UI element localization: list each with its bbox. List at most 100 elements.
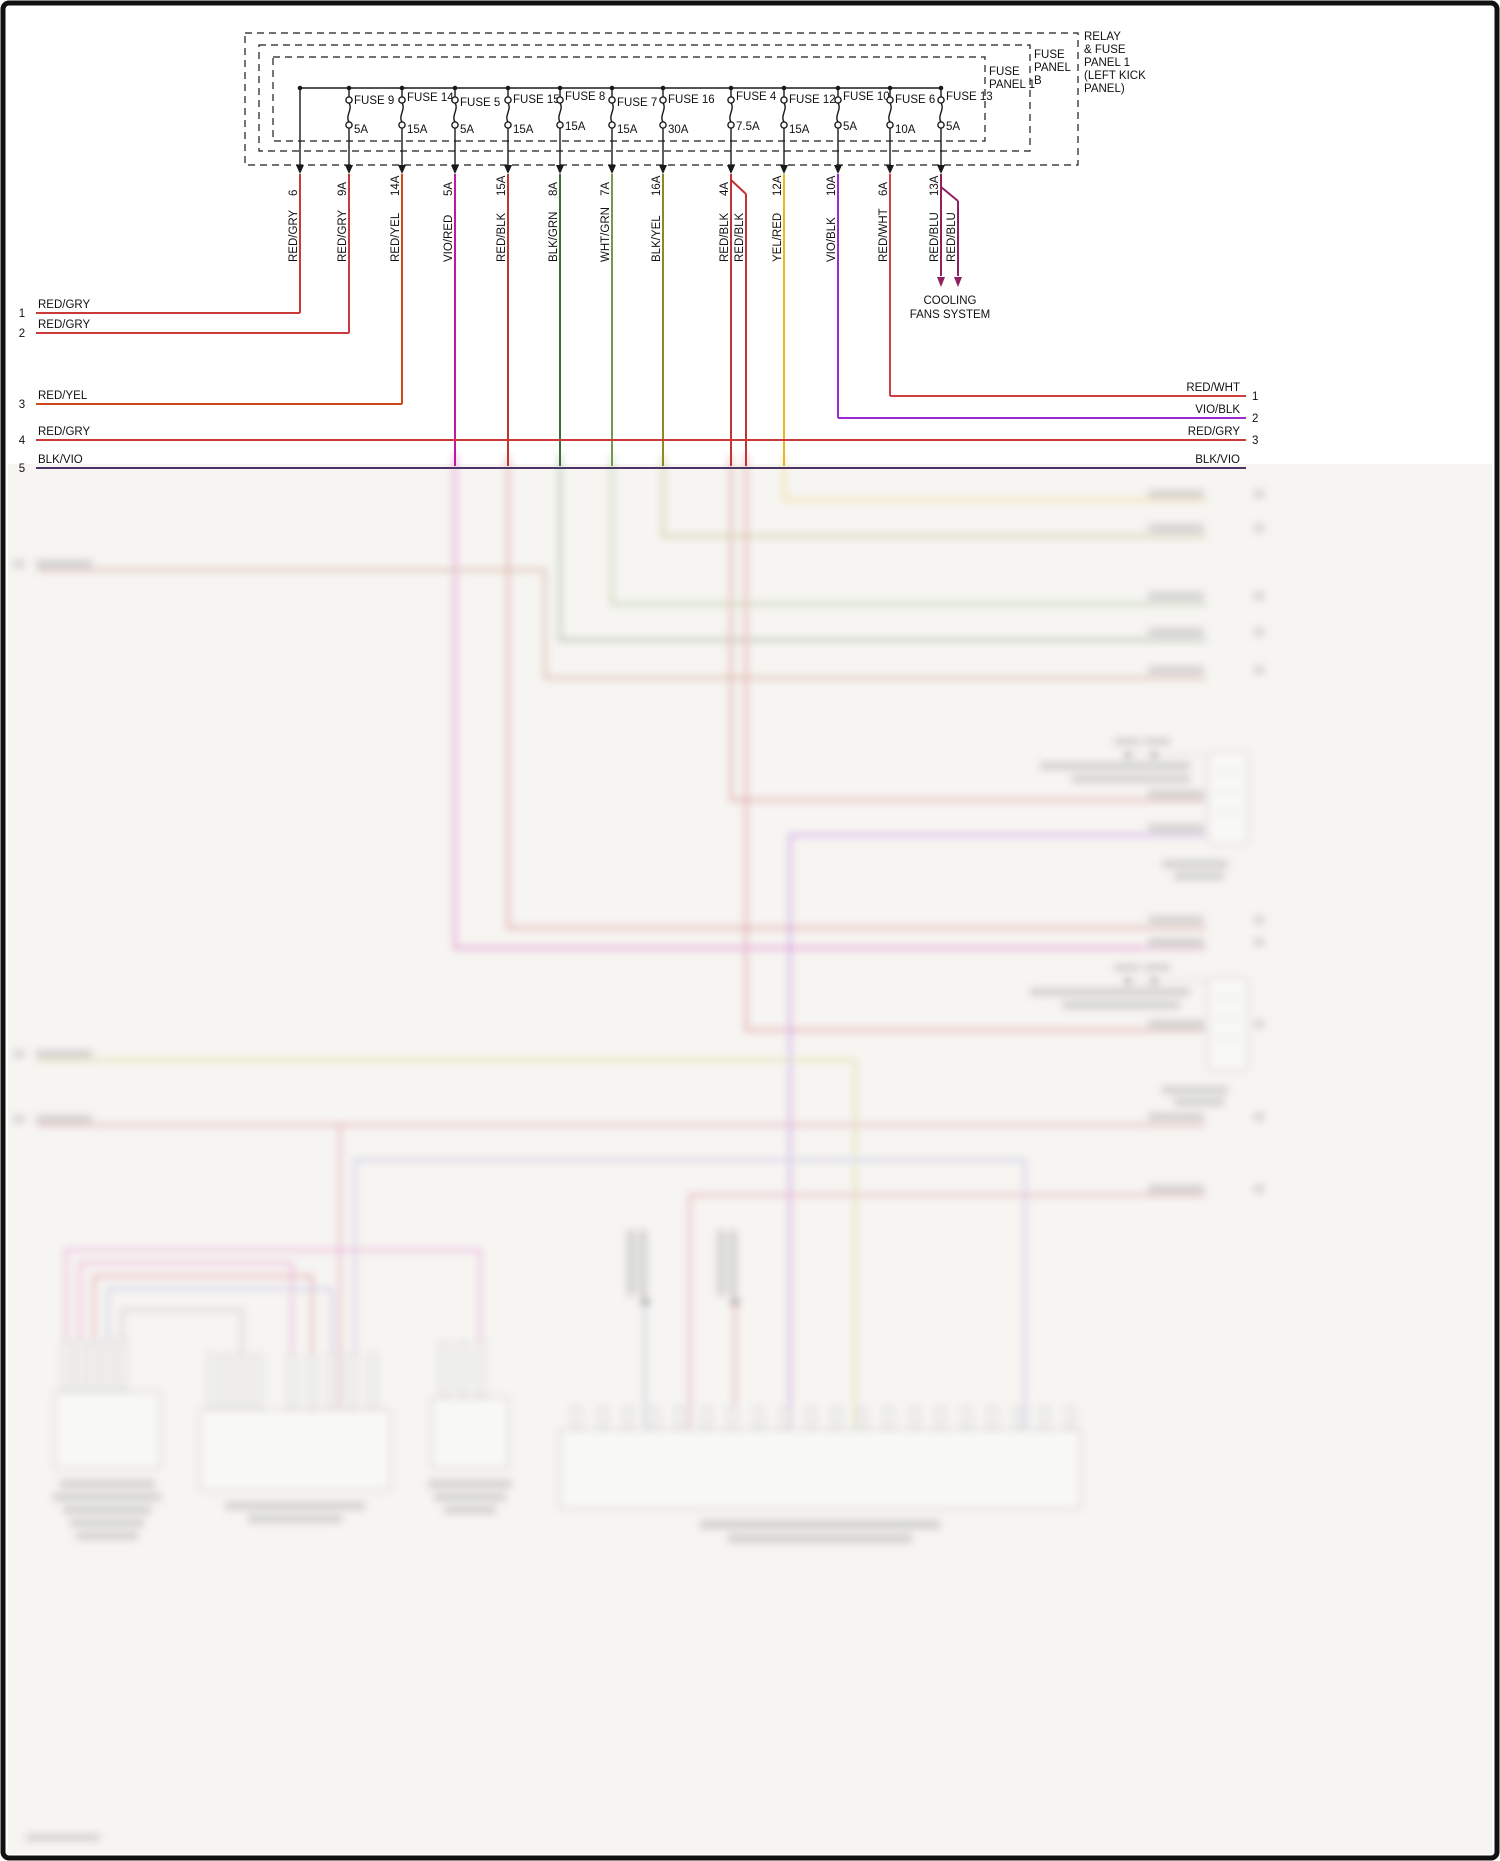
- wire-color-label: RED/BLK: [496, 212, 508, 262]
- arrow-down-icon: [937, 277, 945, 287]
- wire-color-label: RED/GRY: [337, 209, 349, 262]
- wire-pin-label: 7A: [600, 182, 612, 196]
- wire-pin-label: 13A: [929, 175, 941, 196]
- wire-pin-label: 6: [288, 190, 300, 196]
- wire-pin-label: 8A: [548, 182, 560, 196]
- fuse-name: FUSE 5: [460, 97, 500, 109]
- cooling-fans-reference: COOLING FANS SYSTEM: [910, 277, 991, 321]
- arrow-up-icon: [640, 1293, 650, 1305]
- wire-color-label: BLK/YEL: [651, 215, 663, 262]
- wire-color-label: RED/GRY: [288, 209, 300, 262]
- fuse-5: FUSE 5 5A: [451, 85, 500, 165]
- panel-label-line: PANEL 1: [1084, 57, 1130, 69]
- wire-pin-label: 6A: [878, 182, 890, 196]
- wire-9a: 9A RED/GRY: [337, 165, 353, 333]
- component-box-c: [428, 1341, 512, 1514]
- fuse-16: FUSE 16 30A: [659, 85, 715, 165]
- wire-color-label: YEL/RED: [772, 213, 784, 262]
- panel-label-line: B: [1034, 75, 1042, 87]
- wire-10a: 10A VIO/BLK: [826, 165, 842, 418]
- fuse-amps: 15A: [789, 124, 810, 136]
- wire-pin-label: 12A: [772, 175, 784, 196]
- fuse-amps: 10A: [895, 124, 916, 136]
- fuse-name: FUSE 7: [617, 97, 657, 109]
- left-row-2: 2 RED/GRY: [19, 319, 349, 340]
- row-color-label: BLK/VIO: [38, 454, 83, 466]
- left-row-5-through: 5 BLK/VIO BLK/VIO: [19, 454, 1246, 475]
- fuse-amps: 15A: [565, 121, 586, 133]
- wire-color-label: VIO/RED: [443, 215, 455, 262]
- panel-label-line: FUSE: [1034, 49, 1065, 61]
- fuse-name: FUSE 8: [565, 91, 605, 103]
- fuse-amps: 15A: [617, 124, 638, 136]
- wire-color-label: RED/BLU: [929, 212, 941, 262]
- panel-label-line: RELAY: [1084, 31, 1121, 43]
- wire-color-label: BLK/GRN: [548, 212, 560, 263]
- wire-color-label: RED/BLU: [946, 212, 958, 262]
- fuse-12: FUSE 12 15A: [780, 85, 836, 165]
- arrow-down-icon: [954, 277, 962, 287]
- fuse-14: FUSE 14 15A: [398, 85, 454, 165]
- fuse-15: FUSE 15 15A: [504, 85, 560, 165]
- component-box-a: [53, 1339, 161, 1540]
- fuse-name: FUSE 14: [407, 92, 454, 104]
- wire-color-label: WHT/GRN: [600, 207, 612, 262]
- wire-color-label: RED/WHT: [878, 208, 890, 262]
- wire-pin-label: 15A: [496, 175, 508, 196]
- wire-pin-label: 10A: [826, 175, 838, 196]
- wire-8a: 8A BLK/GRN: [548, 165, 564, 466]
- right-row-vio-blk: VIO/BLK 2: [838, 404, 1258, 425]
- panel-outline-mid: [258, 44, 1031, 152]
- wire-pin-label: 9A: [337, 182, 349, 196]
- wire-13a-branch: RED/BLU: [940, 186, 959, 276]
- row-number: 4: [19, 435, 26, 447]
- panel-outline-inner: [272, 56, 986, 142]
- cooling-label-line: FANS SYSTEM: [910, 309, 991, 321]
- fuse-name: FUSE 10: [843, 91, 890, 103]
- wire-pin-label: 4A: [719, 182, 731, 196]
- wire-13a: 13A RED/BLU: [929, 165, 945, 276]
- connector-right-luggage: [1030, 964, 1249, 1106]
- cooling-label-line: COOLING: [923, 295, 976, 307]
- control-module-box: [559, 1406, 1081, 1543]
- left-row-1: 1 RED/GRY: [19, 299, 300, 320]
- fuse-name: FUSE 16: [668, 94, 715, 106]
- blurred-wire-runs: [38, 455, 1206, 1430]
- connector-left-luggage: [1040, 738, 1249, 880]
- wire-16a: 16A BLK/YEL: [651, 165, 667, 466]
- row-color-label: RED/GRY: [38, 299, 91, 311]
- fuse-4: FUSE 4 7.5A: [727, 85, 777, 165]
- wire-color-label: RED/BLK: [719, 212, 731, 262]
- blurred-row-label-bars: [14, 490, 1264, 1193]
- wire-pin-label: 14A: [390, 175, 402, 196]
- wire-color-label: RED/YEL: [390, 212, 402, 262]
- fuse-name: FUSE 6: [895, 94, 935, 106]
- blurred-lower-region: [8, 455, 1492, 1854]
- fuse-10: FUSE 10 5A: [834, 85, 890, 165]
- row-number: 1: [1252, 391, 1258, 403]
- row-number: 5: [19, 463, 25, 475]
- wire-pin-label: 16A: [651, 175, 663, 196]
- wire-color-label: VIO/BLK: [826, 217, 838, 262]
- panel-label-line: PANEL): [1084, 83, 1125, 95]
- wire-15a: 15A RED/BLK: [496, 165, 512, 466]
- wire-14a: 14A RED/YEL: [390, 165, 406, 404]
- right-row-red-wht: RED/WHT 1: [890, 382, 1258, 403]
- panel-label-line: FUSE: [989, 66, 1020, 78]
- component-box-b: [199, 1353, 391, 1523]
- panel-label-line: (LEFT KICK: [1084, 70, 1146, 82]
- fuse-amps: 15A: [513, 124, 534, 136]
- row-color-label: RED/YEL: [38, 390, 88, 402]
- row-color-label: BLK/VIO: [1195, 454, 1240, 466]
- fuse-amps: 5A: [460, 124, 474, 136]
- wire-4a: 4A RED/BLK: [719, 165, 735, 466]
- row-color-label: RED/GRY: [38, 426, 91, 438]
- fuse-amps: 5A: [946, 121, 960, 133]
- fuse-name: FUSE 12: [789, 94, 836, 106]
- fuse-name: FUSE 4: [736, 91, 777, 103]
- fuse-7: FUSE 7 15A: [608, 85, 657, 165]
- left-row-3: 3 RED/YEL: [19, 390, 402, 411]
